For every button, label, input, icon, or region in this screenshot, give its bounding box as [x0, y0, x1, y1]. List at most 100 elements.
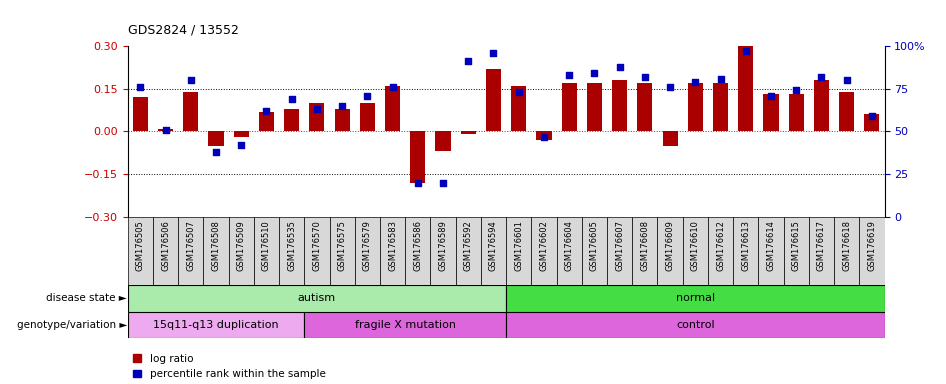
Bar: [587, 83, 602, 131]
Bar: [607, 217, 632, 285]
Text: GSM176570: GSM176570: [312, 220, 322, 271]
Bar: [859, 217, 885, 285]
Point: [435, 180, 450, 186]
Bar: [481, 217, 506, 285]
Text: GSM176618: GSM176618: [842, 220, 851, 271]
Bar: [435, 131, 450, 151]
Text: GSM176612: GSM176612: [716, 220, 725, 271]
Text: normal: normal: [675, 293, 715, 303]
Bar: [506, 285, 885, 311]
Bar: [234, 131, 249, 137]
Text: GSM176586: GSM176586: [413, 220, 422, 271]
Text: GSM176508: GSM176508: [212, 220, 220, 271]
Text: GSM176506: GSM176506: [161, 220, 170, 271]
Point: [461, 58, 476, 65]
Text: GSM176589: GSM176589: [439, 220, 447, 271]
Bar: [456, 217, 481, 285]
Bar: [335, 109, 350, 131]
Text: GSM176609: GSM176609: [666, 220, 674, 271]
Bar: [556, 217, 582, 285]
Point: [234, 142, 249, 148]
Text: GSM176605: GSM176605: [590, 220, 599, 271]
Point: [789, 88, 804, 94]
Bar: [128, 285, 506, 311]
Text: GSM176505: GSM176505: [136, 220, 145, 271]
Text: GSM176617: GSM176617: [817, 220, 826, 271]
Bar: [309, 103, 324, 131]
Bar: [638, 83, 653, 131]
Point: [638, 74, 653, 80]
Point: [713, 75, 728, 81]
Text: autism: autism: [298, 293, 336, 303]
Bar: [128, 217, 153, 285]
Point: [562, 72, 577, 78]
Bar: [184, 92, 199, 131]
Bar: [405, 217, 430, 285]
Text: control: control: [676, 320, 714, 330]
Point: [839, 77, 854, 83]
Bar: [511, 86, 526, 131]
Bar: [662, 131, 677, 146]
Text: GSM176507: GSM176507: [186, 220, 195, 271]
Point: [359, 93, 375, 99]
Text: GSM176602: GSM176602: [539, 220, 549, 271]
Bar: [128, 311, 305, 338]
Text: 15q11-q13 duplication: 15q11-q13 duplication: [153, 320, 279, 330]
Text: GSM176619: GSM176619: [867, 220, 876, 271]
Text: GSM176583: GSM176583: [388, 220, 397, 271]
Text: GSM176610: GSM176610: [691, 220, 700, 271]
Bar: [158, 129, 173, 131]
Text: GDS2824 / 13552: GDS2824 / 13552: [128, 23, 238, 36]
Text: GSM176613: GSM176613: [742, 220, 750, 271]
Bar: [284, 109, 299, 131]
Text: GSM176510: GSM176510: [262, 220, 271, 271]
Point: [511, 89, 526, 95]
Point: [284, 96, 299, 102]
Point: [587, 70, 602, 76]
Bar: [305, 311, 506, 338]
Bar: [305, 217, 329, 285]
Point: [536, 134, 552, 140]
Bar: [759, 217, 783, 285]
Bar: [486, 69, 501, 131]
Bar: [763, 94, 779, 131]
Bar: [688, 83, 703, 131]
Bar: [430, 217, 456, 285]
Bar: [461, 131, 476, 134]
Point: [259, 108, 274, 114]
Bar: [733, 217, 759, 285]
Point: [184, 77, 199, 83]
Bar: [203, 217, 229, 285]
Bar: [562, 83, 577, 131]
Point: [763, 93, 779, 99]
Text: fragile X mutation: fragile X mutation: [355, 320, 456, 330]
Point: [335, 103, 350, 109]
Text: GSM176601: GSM176601: [515, 220, 523, 271]
Bar: [329, 217, 355, 285]
Bar: [612, 80, 627, 131]
Point: [208, 149, 223, 155]
Bar: [536, 131, 552, 140]
Bar: [506, 217, 532, 285]
Bar: [153, 217, 178, 285]
Text: GSM176509: GSM176509: [236, 220, 246, 271]
Point: [688, 79, 703, 85]
Bar: [132, 97, 148, 131]
Bar: [380, 217, 405, 285]
Text: GSM176615: GSM176615: [792, 220, 800, 271]
Bar: [713, 83, 728, 131]
Text: GSM176535: GSM176535: [288, 220, 296, 271]
Text: GSM176592: GSM176592: [464, 220, 473, 271]
Point: [662, 84, 677, 90]
Bar: [359, 103, 375, 131]
Text: disease state ►: disease state ►: [46, 293, 127, 303]
Text: GSM176608: GSM176608: [640, 220, 649, 271]
Point: [865, 113, 880, 119]
Bar: [834, 217, 859, 285]
Point: [411, 180, 426, 186]
Bar: [865, 114, 880, 131]
Point: [132, 84, 148, 90]
Point: [738, 48, 753, 54]
Bar: [229, 217, 254, 285]
Text: genotype/variation ►: genotype/variation ►: [17, 320, 127, 330]
